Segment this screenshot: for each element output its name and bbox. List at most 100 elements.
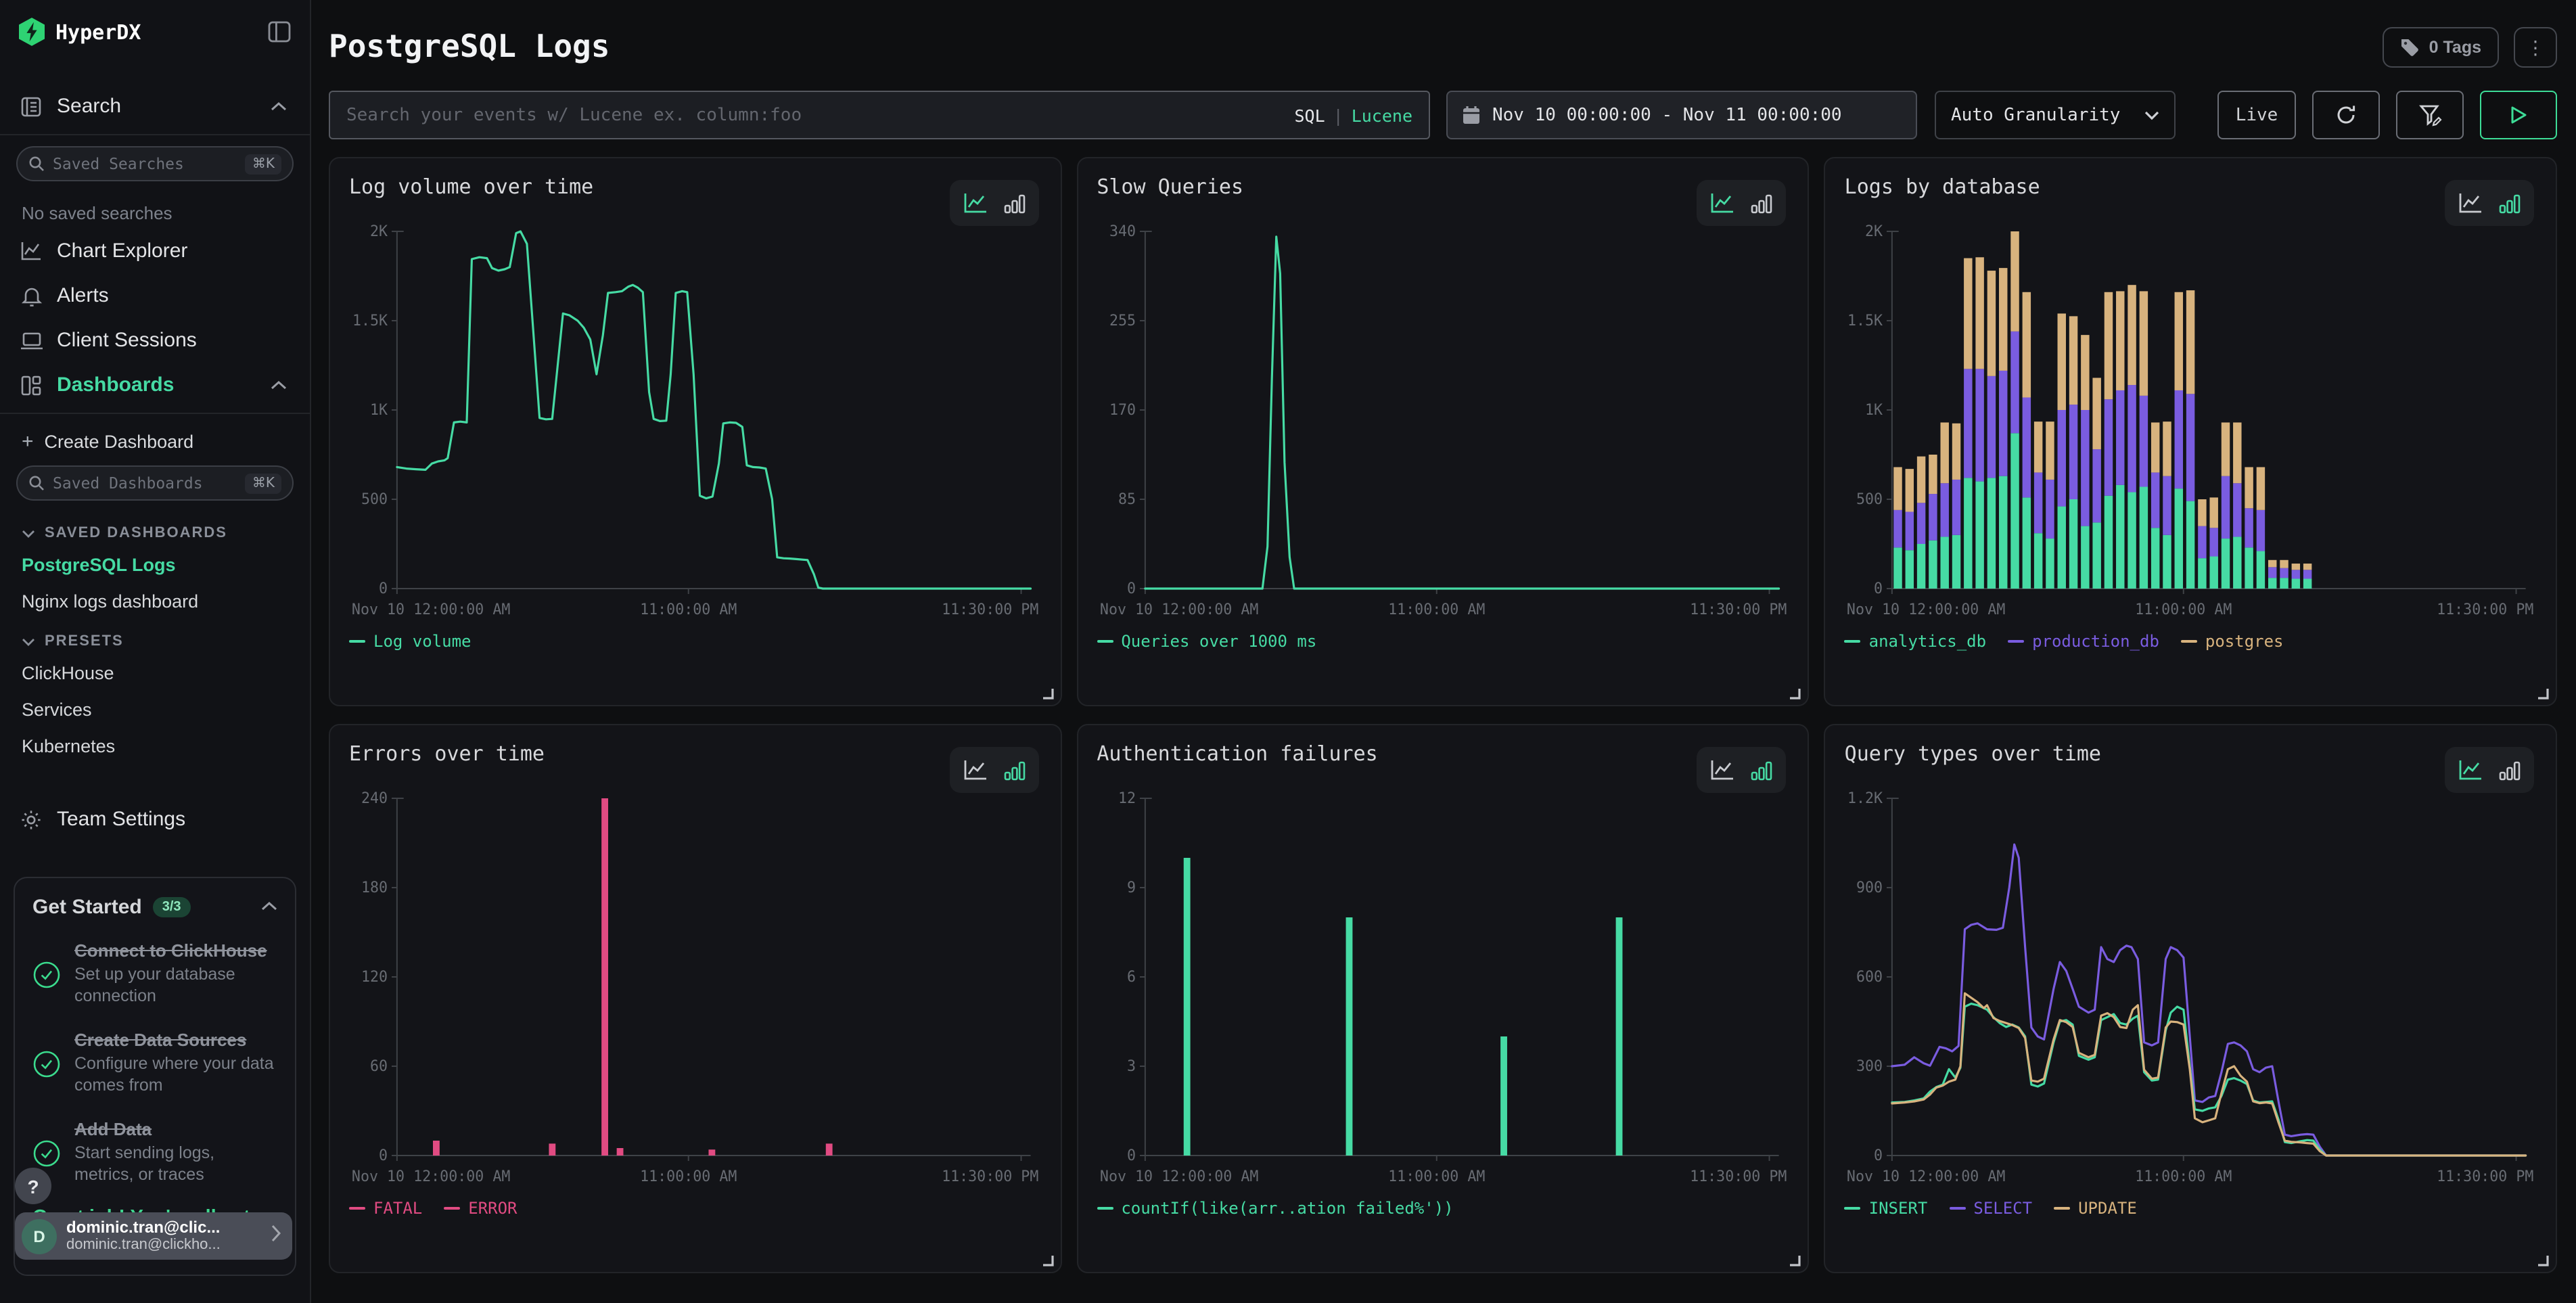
app-root: HyperDX Search ⌘K No saved searches — [0, 0, 2576, 1303]
refresh-button[interactable] — [2312, 91, 2380, 139]
avatar: D — [22, 1218, 57, 1254]
get-started-item-sources[interactable]: Create Data Sources Configure where your… — [32, 1030, 277, 1097]
svg-text:11:30:00 PM: 11:30:00 PM — [2437, 601, 2534, 618]
get-started-item-connect[interactable]: Connect to ClickHouse Set up your databa… — [32, 940, 277, 1008]
bar-chart-icon[interactable] — [2498, 191, 2522, 215]
chart-card-errors: Errors over time060120180240Nov 10 12:00… — [329, 724, 1061, 1273]
help-button[interactable]: ? — [15, 1168, 51, 1204]
svg-text:Nov 10 12:00:00 AM: Nov 10 12:00:00 AM — [1847, 1168, 2006, 1185]
user-email: dominic.tran@clickho... — [66, 1237, 221, 1254]
resize-handle[interactable] — [2537, 687, 2549, 700]
line-chart-icon[interactable] — [961, 191, 988, 215]
svg-text:11:30:00 PM: 11:30:00 PM — [1689, 1168, 1786, 1185]
presets-section-header[interactable]: PRESETS — [0, 620, 310, 655]
laptop-icon — [19, 331, 43, 350]
sql-toggle[interactable]: SQL — [1294, 105, 1325, 125]
svg-text:11:00:00 AM: 11:00:00 AM — [2136, 1168, 2232, 1185]
dashboards-icon — [19, 374, 43, 396]
chart-view-toggle — [949, 180, 1038, 226]
event-search-input[interactable] — [346, 105, 1283, 125]
tags-button[interactable]: 0 Tags — [2383, 27, 2499, 68]
filter-button[interactable] — [2396, 91, 2464, 139]
saved-searches-field[interactable] — [53, 154, 237, 173]
chart-title: Logs by database — [1845, 175, 2537, 199]
bar-chart-icon[interactable] — [1750, 191, 1774, 215]
bar-chart-icon[interactable] — [1002, 191, 1026, 215]
legend-item: ERROR — [444, 1199, 517, 1218]
line-chart-icon[interactable] — [1709, 191, 1736, 215]
svg-text:240: 240 — [361, 790, 388, 807]
divider — [0, 134, 310, 135]
line-chart-icon[interactable] — [2457, 191, 2484, 215]
resize-handle[interactable] — [1041, 1254, 1053, 1266]
chevron-down-icon — [22, 528, 35, 538]
sidebar-item-postgresql-logs[interactable]: PostgreSQL Logs — [0, 547, 310, 583]
svg-text:11:00:00 AM: 11:00:00 AM — [640, 601, 737, 618]
chart-title: Query types over time — [1845, 741, 2537, 766]
bar-chart-icon[interactable] — [1750, 758, 1774, 782]
svg-text:0: 0 — [379, 1147, 388, 1164]
legend-item: production_db — [2008, 632, 2159, 651]
get-started-badge: 3/3 — [153, 896, 191, 917]
svg-text:180: 180 — [361, 879, 388, 896]
granularity-select[interactable]: Auto Granularity — [1935, 91, 2176, 139]
toggle-divider: | — [1325, 105, 1352, 125]
event-search-bar[interactable]: SQL|Lucene — [329, 91, 1430, 139]
line-chart-icon[interactable] — [961, 758, 988, 782]
chart-canvas: 085170255340Nov 10 12:00:00 AM11:00:00 A… — [1097, 218, 1789, 624]
sidebar-item-search[interactable]: Search — [0, 84, 310, 129]
saved-dashboards-input[interactable]: ⌘K — [16, 465, 294, 501]
resize-handle[interactable] — [1789, 1254, 1801, 1266]
saved-searches-input[interactable]: ⌘K — [16, 146, 294, 181]
svg-text:60: 60 — [370, 1058, 388, 1075]
sidebar-item-clickhouse[interactable]: ClickHouse — [0, 655, 310, 691]
run-query-button[interactable] — [2480, 91, 2557, 139]
tags-label: 0 Tags — [2429, 38, 2481, 57]
step-title: Connect to ClickHouse — [74, 940, 277, 963]
sidebar-item-alerts[interactable]: Alerts — [0, 273, 310, 318]
legend-item: Queries over 1000 ms — [1097, 632, 1316, 651]
sidebar-item-client-sessions[interactable]: Client Sessions — [0, 318, 310, 363]
more-menu-button[interactable]: ⋮ — [2514, 27, 2557, 68]
create-dashboard-button[interactable]: + Create Dashboard — [0, 419, 310, 455]
search-icon — [28, 475, 45, 491]
line-chart-icon[interactable] — [1709, 758, 1736, 782]
query-language-toggle[interactable]: SQL|Lucene — [1294, 105, 1412, 125]
sidebar-item-chart-explorer[interactable]: Chart Explorer — [0, 229, 310, 273]
chart-card-auth-failures: Authentication failures036912Nov 10 12:0… — [1076, 724, 1809, 1273]
user-name: dominic.tran@clic... — [66, 1217, 221, 1237]
resize-handle[interactable] — [1789, 687, 1801, 700]
search-nav-icon — [19, 95, 43, 117]
sidebar-item-services[interactable]: Services — [0, 691, 310, 728]
chevron-up-icon[interactable] — [261, 894, 277, 919]
live-button[interactable]: Live — [2217, 91, 2296, 139]
date-range-picker[interactable]: Nov 10 00:00:00 - Nov 11 00:00:00 — [1446, 91, 1917, 139]
chart-view-toggle — [1697, 180, 1787, 226]
bar-chart-icon[interactable] — [2498, 758, 2522, 782]
user-menu[interactable]: D dominic.tran@clic... dominic.tran@clic… — [15, 1212, 292, 1260]
get-started-item-add-data[interactable]: Add Data Start sending logs, metrics, or… — [32, 1119, 277, 1187]
collapse-sidebar-icon[interactable] — [268, 20, 291, 43]
lucene-toggle[interactable]: Lucene — [1352, 105, 1412, 125]
line-chart-icon[interactable] — [2457, 758, 2484, 782]
svg-text:11:00:00 AM: 11:00:00 AM — [2136, 601, 2232, 618]
saved-dashboards-field[interactable] — [53, 474, 237, 493]
svg-text:0: 0 — [1126, 1147, 1135, 1164]
bar-chart-icon[interactable] — [1002, 758, 1026, 782]
svg-text:500: 500 — [1857, 491, 1883, 508]
granularity-value: Auto Granularity — [1951, 105, 2120, 125]
saved-dashboards-section-header[interactable]: SAVED DASHBOARDS — [0, 511, 310, 547]
sidebar-item-dashboards[interactable]: Dashboards — [0, 363, 310, 407]
sidebar-item-team-settings[interactable]: Team Settings — [0, 797, 310, 842]
plus-icon: + — [22, 432, 34, 452]
resize-handle[interactable] — [2537, 1254, 2549, 1266]
chart-explorer-icon — [19, 241, 43, 261]
resize-handle[interactable] — [1041, 687, 1053, 700]
sidebar-item-kubernetes[interactable]: Kubernetes — [0, 728, 310, 764]
svg-text:3: 3 — [1126, 1058, 1135, 1075]
svg-text:Nov 10 12:00:00 AM: Nov 10 12:00:00 AM — [1847, 601, 2006, 618]
step-title: Create Data Sources — [74, 1030, 277, 1052]
sidebar-item-nginx-logs-dashboard[interactable]: Nginx logs dashboard — [0, 583, 310, 620]
sidebar-item-label: Alerts — [57, 284, 109, 307]
chart-view-toggle — [2445, 747, 2534, 793]
